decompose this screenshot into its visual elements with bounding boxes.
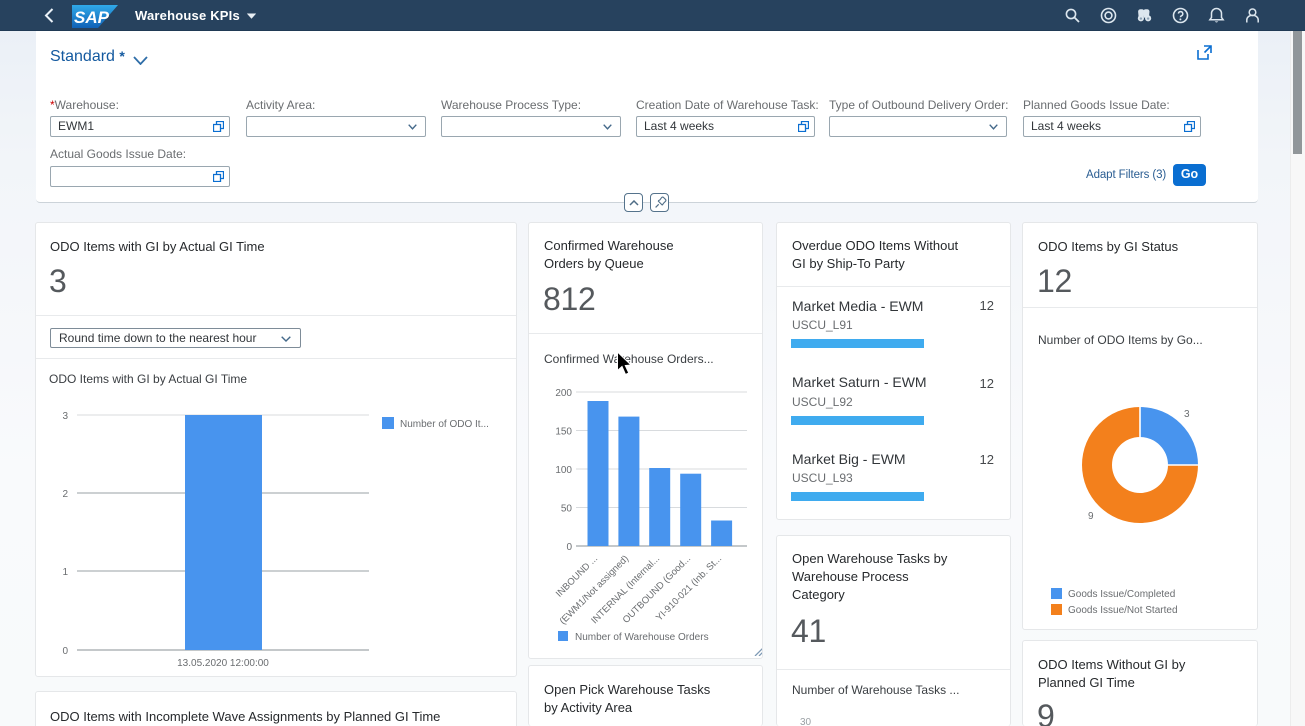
svg-text:100: 100 xyxy=(555,465,572,476)
svg-text:200: 200 xyxy=(555,388,572,399)
svg-text:3: 3 xyxy=(1184,409,1190,420)
svg-text:Number of Warehouse Orders: Number of Warehouse Orders xyxy=(575,632,709,643)
svg-text:Goods Issue/Not Started: Goods Issue/Not Started xyxy=(1068,605,1178,616)
svg-text:50: 50 xyxy=(561,504,573,515)
svg-text:13.05.2020 12:00:00: 13.05.2020 12:00:00 xyxy=(177,658,269,669)
svg-text:0: 0 xyxy=(62,646,68,657)
svg-text:Number of ODO It...: Number of ODO It... xyxy=(400,419,489,430)
svg-text:1: 1 xyxy=(62,567,68,578)
svg-text:SAP: SAP xyxy=(74,8,110,27)
svg-text:Goods Issue/Completed: Goods Issue/Completed xyxy=(1068,589,1175,600)
svg-text:9: 9 xyxy=(1088,511,1094,522)
svg-text:0: 0 xyxy=(566,542,572,553)
svg-text:2: 2 xyxy=(62,489,68,500)
svg-text:3: 3 xyxy=(62,411,68,422)
svg-text:150: 150 xyxy=(555,427,572,438)
